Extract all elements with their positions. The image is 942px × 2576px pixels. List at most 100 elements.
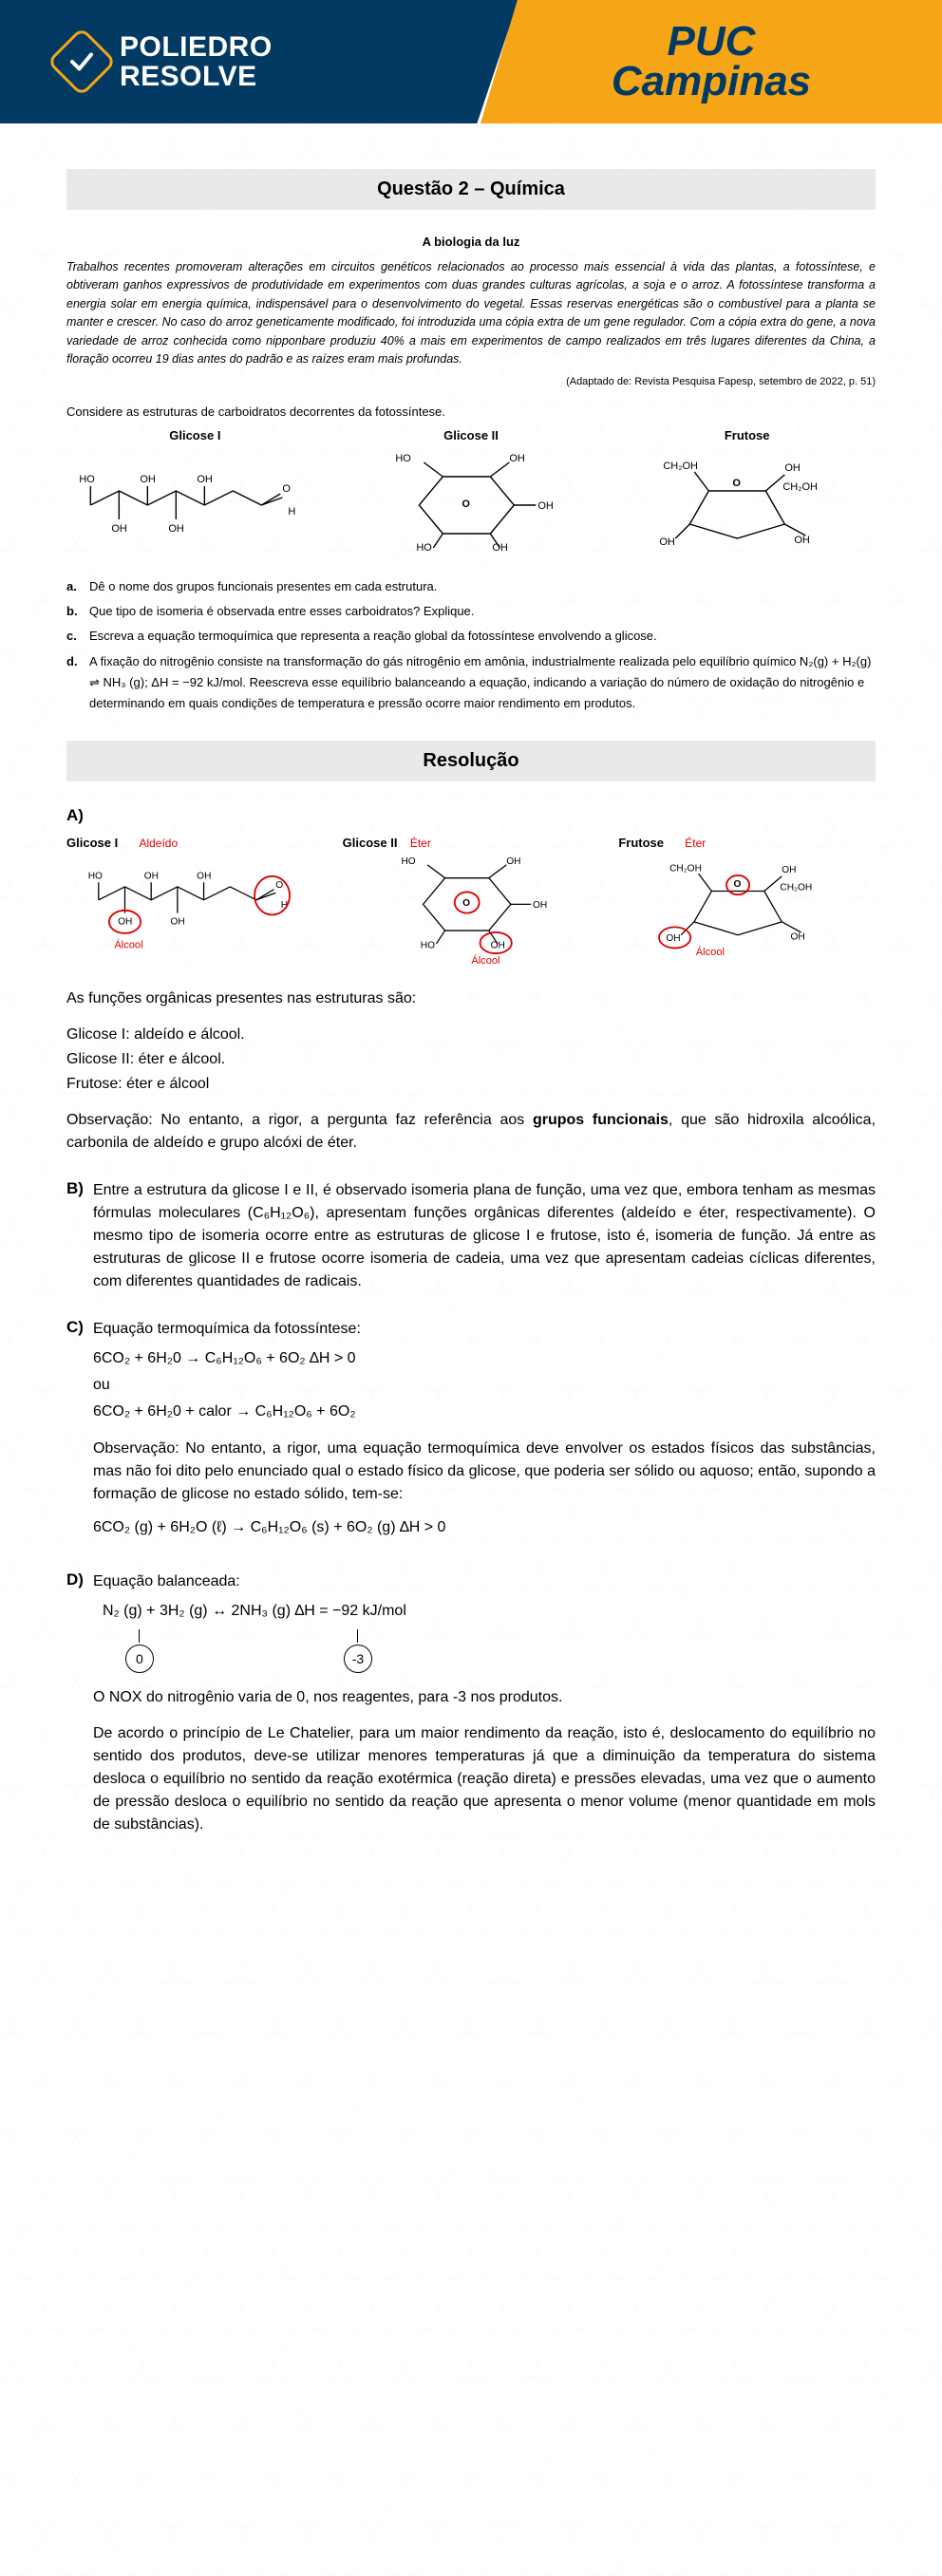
ans-d-conclusion: De acordo o princípio de Le Chatelier, p… bbox=[93, 1722, 876, 1836]
page-header: POLIEDRO RESOLVE PUC Campinas bbox=[0, 0, 942, 123]
structure-glicose1: Glicose I HO OH OH bbox=[66, 428, 324, 557]
svg-text:Álcool: Álcool bbox=[471, 954, 499, 966]
item-a-label: a. bbox=[66, 576, 82, 597]
svg-text:Álcool: Álcool bbox=[696, 946, 725, 958]
glicose1-svg: HO OH OH OH OH O H bbox=[66, 448, 324, 553]
ans-a-g1-svg: HOOH OHOH OHOH Álcool bbox=[66, 852, 324, 966]
svg-text:O: O bbox=[734, 879, 742, 890]
item-d-text: A fixação do nitrogênio consiste na tran… bbox=[89, 651, 876, 714]
svg-text:OH: OH bbox=[509, 453, 525, 464]
svg-text:OH: OH bbox=[795, 535, 811, 546]
nox-row: 0 -3 bbox=[125, 1629, 876, 1673]
svg-text:OH: OH bbox=[140, 474, 156, 485]
structure-frutose: Frutose CH₂OH O OH CH₂OH OH bbox=[618, 428, 876, 557]
svg-text:OH: OH bbox=[492, 542, 508, 553]
svg-text:O: O bbox=[275, 880, 283, 891]
ans-a-fr-label: Frutose bbox=[618, 836, 664, 850]
brand-line1: POLIEDRO bbox=[120, 32, 273, 63]
frutose-svg: CH₂OH O OH CH₂OH OH OH bbox=[618, 448, 876, 553]
svg-text:OH: OH bbox=[533, 900, 547, 911]
callout-aldeido: Aldeído bbox=[139, 837, 178, 850]
callout-alcool-1: Álcool bbox=[114, 938, 142, 950]
ans-c-intro: Equação termoquímica da fotossíntese: bbox=[93, 1318, 876, 1341]
structure-glicose2: Glicose II HO OH OH OH bbox=[343, 428, 600, 557]
answer-a-label: A) bbox=[66, 806, 876, 825]
item-b-label: b. bbox=[66, 601, 82, 622]
ans-c-eq2: 6CO₂ + 6H₂0 + calor → C₆H₁₂O₆ + 6O₂ bbox=[93, 1403, 876, 1420]
ans-a-fr-svg: CH₂OH O OH CH₂OH OH OH Álcool bbox=[618, 852, 876, 966]
svg-text:O: O bbox=[282, 483, 291, 495]
question-title-bar: Questão 2 – Química bbox=[66, 169, 876, 210]
svg-text:OH: OH bbox=[490, 940, 504, 950]
svg-text:HO: HO bbox=[395, 453, 411, 464]
ans-a-glicose1: Glicose I Aldeído HOOH OHOH bbox=[66, 835, 324, 970]
ans-c-ou: ou bbox=[93, 1377, 876, 1394]
item-d: d.A fixação do nitrogênio consiste na tr… bbox=[66, 651, 876, 714]
svg-text:OH: OH bbox=[197, 474, 213, 485]
item-c-text: Escreva a equação termoquímica que repre… bbox=[89, 626, 657, 647]
svg-text:O: O bbox=[462, 898, 470, 909]
svg-text:OH: OH bbox=[660, 536, 676, 548]
svg-text:CH₂OH: CH₂OH bbox=[781, 882, 813, 893]
callout-eter-2: Éter bbox=[685, 837, 706, 850]
question-items: a. Dê o nome dos grupos funcionais presen… bbox=[66, 576, 876, 714]
ans-a-p4: Frutose: éter e álcool bbox=[66, 1073, 876, 1096]
answer-a-structures: Glicose I Aldeído HO OH OH OH bbox=[66, 835, 876, 970]
struct-label-g1: Glicose I bbox=[66, 428, 324, 442]
ans-a-g2-svg: HO OH OH OH HO O Álcool bbox=[343, 852, 600, 966]
svg-text:OH: OH bbox=[667, 933, 681, 944]
university-text: PUC Campinas bbox=[612, 22, 811, 102]
svg-text:OH: OH bbox=[791, 931, 805, 942]
ans-c-obs: Observação: No entanto, a rigor, uma equ… bbox=[93, 1438, 876, 1506]
svg-text:CH₂OH: CH₂OH bbox=[783, 481, 819, 493]
structures-row: Glicose I HO OH OH bbox=[66, 428, 876, 557]
brand-line2: RESOLVE bbox=[120, 62, 273, 92]
ans-a-frutose: Frutose Éter CH₂OH O OH CH₂OH OH OH bbox=[618, 835, 876, 970]
ans-a-p3: Glicose II: éter e álcool. bbox=[66, 1048, 876, 1071]
glicose2-svg: HO OH OH OH HO O bbox=[343, 448, 600, 553]
callout-eter-1: Éter bbox=[410, 837, 431, 850]
svg-text:HO: HO bbox=[420, 940, 434, 950]
ans-d-intro: Equação balanceada: bbox=[93, 1570, 876, 1593]
uni-line1: PUC bbox=[612, 22, 811, 62]
nox-circle-1: 0 bbox=[125, 1645, 154, 1673]
answer-b-label: B) bbox=[66, 1179, 84, 1198]
ans-a-p2: Glicose I: aldeído e álcool. bbox=[66, 1024, 876, 1046]
ans-c-eq1: 6CO₂ + 6H₂0 → C₆H₁₂O₆ + 6O₂ ∆H > 0 bbox=[93, 1350, 876, 1367]
item-b: b. Que tipo de isomeria é observada entre… bbox=[66, 601, 876, 622]
passage-source: (Adaptado de: Revista Pesquisa Fapesp, s… bbox=[66, 376, 876, 387]
svg-text:OH: OH bbox=[168, 523, 184, 535]
ans-d-nox-text: O NOX do nitrogênio varia de 0, nos reag… bbox=[93, 1686, 876, 1709]
svg-text:OH: OH bbox=[506, 856, 520, 867]
svg-text:OH: OH bbox=[111, 523, 127, 535]
svg-text:HO: HO bbox=[416, 542, 432, 553]
svg-text:OH: OH bbox=[785, 462, 801, 474]
svg-text:OH: OH bbox=[144, 871, 159, 881]
ans-d-eq: N₂ (g) + 3H₂ (g) ↔ 2NH₃ (g) ∆H = −92 kJ/… bbox=[103, 1603, 876, 1620]
ans-a-glicose2: Glicose II Éter HO OH OH OH HO O bbox=[343, 835, 600, 970]
nox-circle-2: -3 bbox=[344, 1645, 372, 1673]
svg-text:O: O bbox=[462, 498, 470, 510]
item-b-text: Que tipo de isomeria é observada entre e… bbox=[89, 601, 474, 622]
page: POLIEDRO RESOLVE PUC Campinas Questão 2 … bbox=[0, 0, 942, 2576]
svg-text:OH: OH bbox=[118, 916, 132, 927]
ans-a-obs: Observação: No entanto, a rigor, a pergu… bbox=[66, 1109, 876, 1155]
item-a-text: Dê o nome dos grupos funcionais presente… bbox=[89, 576, 437, 597]
passage-title: A biologia da luz bbox=[66, 235, 876, 249]
ans-a-p1: As funções orgânicas presentes nas estru… bbox=[66, 987, 876, 1010]
svg-text:HO: HO bbox=[79, 474, 95, 485]
svg-text:H: H bbox=[288, 506, 295, 517]
ans-a-g2-label: Glicose II bbox=[343, 836, 398, 850]
item-a: a. Dê o nome dos grupos funcionais presen… bbox=[66, 576, 876, 597]
svg-text:HO: HO bbox=[401, 856, 415, 867]
answer-c-label: C) bbox=[66, 1318, 84, 1337]
content-area: Questão 2 – Química A biologia da luz Tr… bbox=[0, 123, 942, 1850]
svg-text:CH₂OH: CH₂OH bbox=[669, 863, 702, 874]
passage-body: Trabalhos recentes promoveram alterações… bbox=[66, 258, 876, 368]
svg-text:OH: OH bbox=[782, 865, 797, 875]
struct-label-fr: Frutose bbox=[618, 428, 876, 442]
ans-a-g1-label: Glicose I bbox=[66, 836, 118, 850]
brand-text: POLIEDRO RESOLVE bbox=[120, 32, 273, 92]
ans-a-obs-pre: Observação: No entanto, a rigor, a pergu… bbox=[66, 1112, 533, 1128]
header-left: POLIEDRO RESOLVE bbox=[0, 0, 518, 123]
